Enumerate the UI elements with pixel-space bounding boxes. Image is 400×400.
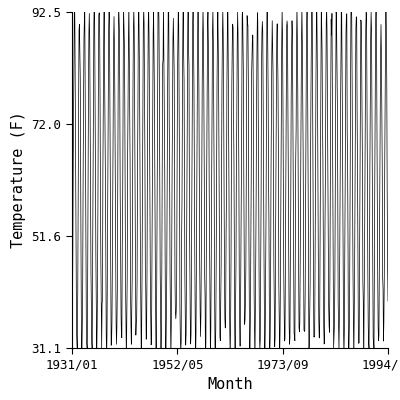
Y-axis label: Temperature (F): Temperature (F) [11,112,26,248]
X-axis label: Month: Month [207,377,253,392]
